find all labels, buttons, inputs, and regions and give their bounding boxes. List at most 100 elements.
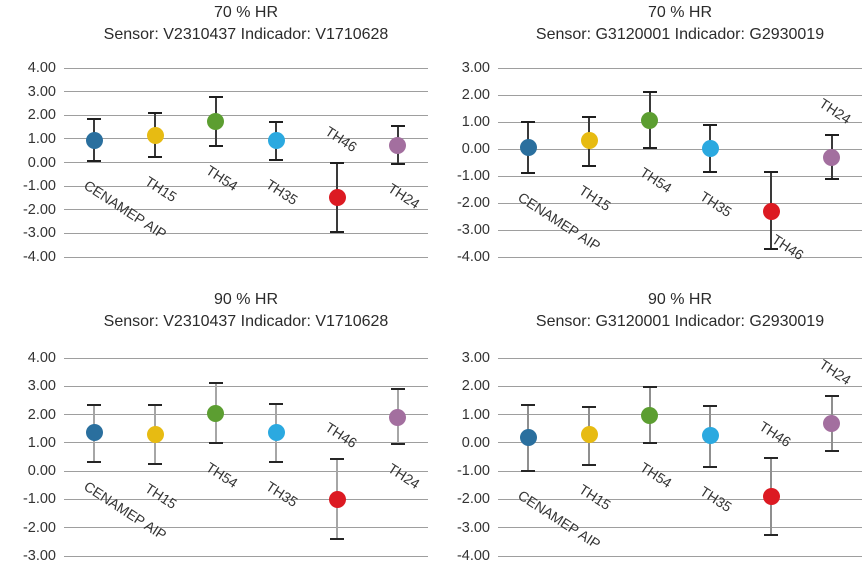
gridline <box>64 209 428 211</box>
y-axis-tick-label: -1.00 <box>456 168 490 184</box>
error-bar-cap-bottom <box>87 460 102 463</box>
y-axis-tick-label: -1.00 <box>22 491 56 508</box>
gridline <box>64 385 428 387</box>
gridline <box>498 414 862 416</box>
category-label-th54: TH54 <box>202 162 241 195</box>
error-bar-cap-top <box>582 115 596 118</box>
error-bar-cap-bottom <box>521 470 536 473</box>
error-bar-cap-bottom <box>269 159 284 162</box>
chart-subtitle: Sensor: V2310437 Indicador: V1710628 <box>103 26 389 43</box>
category-label-th35: TH35 <box>697 187 736 221</box>
data-point-th15 <box>146 425 164 443</box>
gridline <box>498 229 862 231</box>
error-bar-cap-top <box>148 403 162 406</box>
error-bar-cap-bottom <box>390 163 405 166</box>
gridline <box>498 148 862 150</box>
y-axis-tick-label: -2.00 <box>22 519 56 536</box>
gridline <box>498 442 862 444</box>
error-bar-cap-top <box>148 111 162 114</box>
error-bar-cap-bottom <box>148 462 162 465</box>
category-label-th35: TH35 <box>697 482 736 515</box>
gridline <box>498 385 862 387</box>
y-axis-tick-label: 1.00 <box>461 406 490 423</box>
y-axis-tick-label: -3.00 <box>456 519 490 536</box>
gridline <box>64 414 428 416</box>
data-point-th46 <box>762 202 780 220</box>
gridline <box>498 94 862 96</box>
category-label-th46: TH46 <box>322 418 360 451</box>
error-bar-cap-top <box>703 405 718 408</box>
chart-90hr-sensor-v: 90 % HR Sensor: V2310437 Indicador: V171… <box>0 287 433 574</box>
gridline <box>64 527 428 529</box>
error-bar-cap-bottom <box>824 177 839 180</box>
gridline <box>498 67 862 69</box>
chart-subtitle: Sensor: G3120001 Indicador: G2930019 <box>535 26 825 43</box>
error-bar-cap-top <box>764 171 778 174</box>
error-bar-cap-bottom <box>87 160 102 163</box>
gridline <box>64 357 428 359</box>
error-bar-cap-top <box>824 133 839 136</box>
category-label-th46: TH46 <box>322 122 360 155</box>
error-bar-cap-top <box>269 120 284 123</box>
data-point-th35 <box>701 139 719 157</box>
gridline <box>498 202 862 204</box>
gridline <box>64 232 428 234</box>
chart-title: 90 % HR <box>647 291 713 308</box>
data-point-th24 <box>389 408 407 426</box>
error-bar-cap-bottom <box>703 465 718 468</box>
y-axis-tick-label: 0.00 <box>461 141 490 157</box>
category-label-th15: TH15 <box>142 172 180 205</box>
chart-70hr-sensor-v: 70 % HR Sensor: V2310437 Indicador: V171… <box>0 0 433 287</box>
error-bar-cap-top <box>642 385 657 388</box>
data-point-th15 <box>580 426 598 444</box>
y-axis-tick-label: -4.00 <box>456 249 490 265</box>
category-label-th15: TH15 <box>576 481 614 514</box>
data-point-th24 <box>823 148 841 166</box>
error-bar-cap-bottom <box>703 170 718 173</box>
plot-area: 3.00 2.00 1.00 0.00 -1.00 -2.00 -3.00 -4.00 CENA… <box>434 287 867 574</box>
error-bar-cap-bottom <box>642 442 657 445</box>
error-bar-cap-bottom <box>269 460 284 463</box>
data-point-th24 <box>823 414 841 432</box>
y-axis-tick-label: 0.00 <box>27 154 56 171</box>
y-axis-tick-label: 0.00 <box>461 434 490 451</box>
chart-title: 70 % HR <box>647 4 713 21</box>
y-axis-tick-label: -2.00 <box>456 195 490 211</box>
data-point-th35 <box>701 427 719 445</box>
gridline <box>498 555 862 557</box>
category-label-th24: TH24 <box>384 460 423 493</box>
chart-subtitle: Sensor: V2310437 Indicador: V1710628 <box>103 313 389 330</box>
gridline <box>64 498 428 500</box>
y-axis-tick-label: -2.00 <box>22 201 56 218</box>
data-point-cenamep-aip <box>519 428 537 446</box>
data-point-cenamep-aip <box>519 139 537 157</box>
category-label-th54: TH54 <box>636 459 675 492</box>
y-axis-tick-label: -3.00 <box>22 548 56 564</box>
category-label-th15: TH15 <box>142 479 180 512</box>
error-bar-cap-top <box>330 161 344 164</box>
chart-70hr-sensor-g: 70 % HR Sensor: G3120001 Indicador: G293… <box>434 0 867 287</box>
gridline <box>64 91 428 93</box>
data-point-th15 <box>580 132 598 150</box>
y-axis-tick-label: 1.00 <box>27 434 56 451</box>
gridline <box>64 185 428 187</box>
error-bar-cap-bottom <box>330 230 344 233</box>
y-axis-tick-label: -3.00 <box>456 222 490 238</box>
y-axis-tick-label: -1.00 <box>22 178 56 195</box>
error-bar-cap-bottom <box>764 248 778 251</box>
data-point-th24 <box>389 136 407 154</box>
category-label-th35: TH35 <box>263 176 302 209</box>
gridline <box>64 162 428 163</box>
data-point-th15 <box>146 126 164 144</box>
category-label-th35: TH35 <box>263 477 302 510</box>
gridline <box>64 67 428 69</box>
gridline <box>64 256 428 258</box>
data-point-cenamep-aip <box>85 424 103 442</box>
gridline <box>64 442 428 444</box>
plot-area: 4.00 3.00 2.00 1.00 0.00 -1.00 -2.00 -3.00 CENAM… <box>0 287 433 574</box>
category-label-th15: TH15 <box>576 181 614 214</box>
chart-title: 70 % HR <box>213 4 279 21</box>
y-axis-tick-label: 3.00 <box>27 378 56 395</box>
error-bar-cap-top <box>390 125 405 128</box>
